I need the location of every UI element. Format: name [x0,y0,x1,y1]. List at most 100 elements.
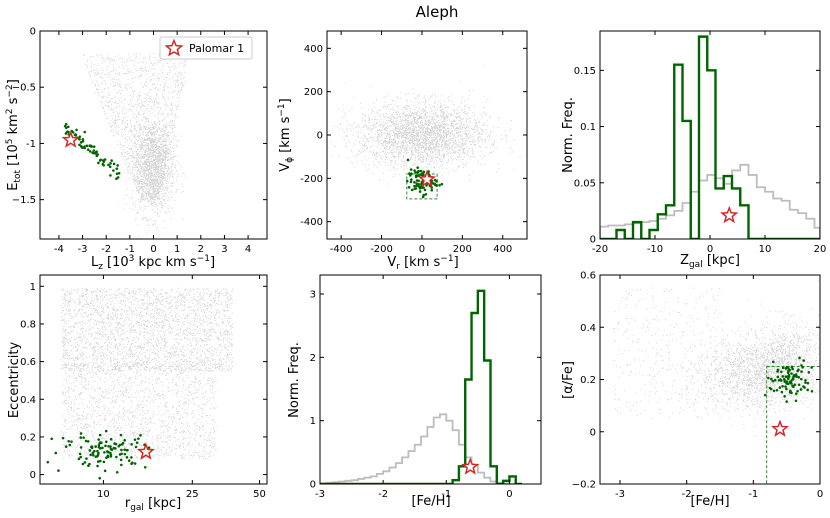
background-point [435,119,437,121]
background-point [483,95,485,97]
background-point [495,147,497,149]
background-point [405,149,407,151]
background-point [146,145,148,147]
background-point [448,138,450,140]
background-point [449,135,451,137]
background-point [414,130,416,132]
background-point [448,139,450,141]
background-point [458,149,460,151]
background-point [136,53,138,55]
background-point [419,95,421,97]
background-point [171,207,173,209]
background-point [511,120,513,122]
background-point [422,156,424,158]
background-point [422,141,424,143]
background-point [419,115,421,117]
background-point [160,184,162,186]
background-point [425,102,427,104]
background-point [153,148,155,150]
background-point [180,72,182,74]
background-point [145,85,147,87]
background-point [166,164,168,166]
background-point [132,166,134,168]
background-point [482,124,484,126]
background-point [460,130,462,132]
background-point [537,129,538,130]
background-point [411,115,413,117]
background-point [151,88,153,90]
background-point [466,137,468,139]
background-point [146,129,148,131]
background-point [161,177,163,179]
background-point [395,111,397,113]
background-point [425,146,427,148]
background-point [163,167,165,169]
background-point [398,127,400,129]
background-point [150,176,152,178]
background-point [475,125,477,127]
background-point [183,66,185,68]
background-point [148,156,150,158]
background-point [445,134,447,136]
background-point [384,132,386,134]
background-point [169,71,171,73]
background-point [157,184,159,186]
selected-point [97,161,100,165]
background-point [145,168,147,170]
background-point [141,194,143,196]
background-point [115,111,117,113]
background-point [148,200,150,202]
background-point [137,62,139,64]
background-point [152,124,154,126]
background-point [174,124,176,126]
background-point [456,128,458,130]
background-point [478,132,480,134]
background-point [157,170,159,172]
background-point [477,139,479,141]
background-point [415,135,417,137]
background-point [112,101,114,103]
background-point [362,127,364,129]
background-point [181,81,183,83]
background-point [351,151,353,153]
background-point [412,136,414,138]
background-point [384,144,386,146]
background-point [431,129,433,131]
background-point [119,72,121,74]
background-point [428,127,430,129]
background-point [383,97,385,99]
background-point [421,134,423,136]
background-point [140,188,142,190]
background-point [168,177,170,179]
background-point [138,57,140,59]
background-point [393,116,395,118]
background-point [176,67,178,69]
background-point [157,122,159,124]
background-point [160,143,162,145]
background-point [368,108,370,110]
background-point [391,130,393,132]
background-point [409,127,411,129]
background-point [129,148,131,150]
background-point [472,149,474,151]
background-point [427,154,429,156]
background-point [441,122,443,124]
background-point [158,193,160,195]
background-point [425,158,427,160]
background-point [154,151,156,153]
background-point [395,133,397,135]
background-point [380,131,382,133]
background-point [149,161,151,163]
background-point [128,155,130,157]
background-point [407,125,409,127]
background-point [153,155,155,157]
background-point [466,130,468,132]
background-point [423,137,425,139]
background-point [432,130,434,132]
background-point [447,141,449,143]
background-point [162,195,164,197]
background-point [154,136,156,138]
background-point [447,159,449,161]
background-point [441,136,443,138]
background-point [443,126,445,128]
